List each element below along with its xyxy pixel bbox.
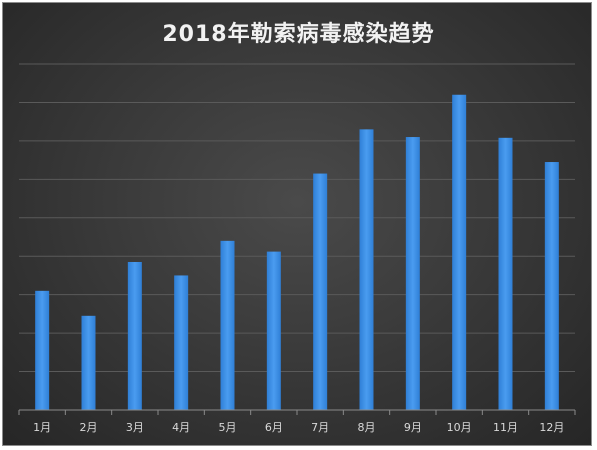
x-tick-label: 8月 <box>358 421 376 434</box>
x-axis-labels: 1月 2月 3月 4月 5月 6月 7月 8月 9月 10月 11月 12月 <box>33 421 564 434</box>
bars <box>35 94 559 411</box>
bar-10月 <box>452 94 467 410</box>
bar-2月 <box>81 315 96 410</box>
x-tick-label: 5月 <box>219 421 237 434</box>
gridlines <box>19 63 575 373</box>
x-tick-label: 1月 <box>33 421 51 434</box>
x-tick-label: 6月 <box>265 421 283 434</box>
bar-8月 <box>359 129 374 410</box>
bar-9月 <box>405 137 420 411</box>
x-tick-label: 10月 <box>447 421 472 434</box>
bar-5月 <box>220 240 235 410</box>
x-tick-label: 4月 <box>172 421 190 434</box>
bar-7月 <box>313 173 328 410</box>
bar-1月 <box>35 290 50 410</box>
bar-12月 <box>544 162 559 410</box>
x-tick-label: 11月 <box>493 421 518 434</box>
x-tick-label: 2月 <box>80 421 98 434</box>
bar-3月 <box>127 261 142 410</box>
bar-11月 <box>498 137 513 410</box>
bar-6月 <box>266 251 281 410</box>
x-tick-label: 9月 <box>404 421 422 434</box>
bar-4月 <box>174 275 189 410</box>
x-tick-label: 3月 <box>126 421 144 434</box>
chart-title: 2018年勒索病毒感染趋势 <box>162 22 435 47</box>
x-tick-label: 12月 <box>539 421 564 434</box>
x-axis <box>18 409 576 415</box>
x-tick-label: 7月 <box>311 421 329 434</box>
